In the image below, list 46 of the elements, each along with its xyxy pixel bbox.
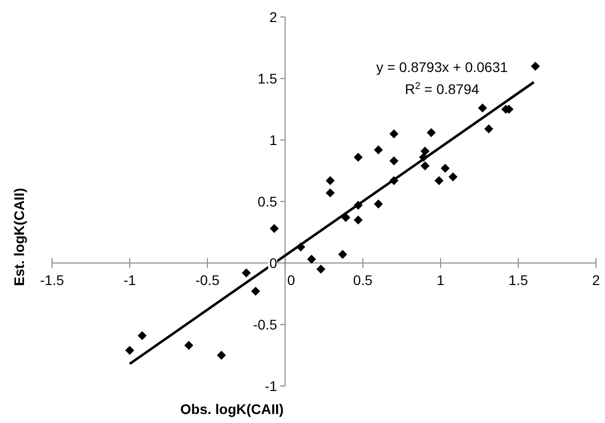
y-axis-title: Est. logK(CAII) <box>11 188 27 286</box>
point <box>434 176 444 186</box>
point <box>420 161 430 170</box>
point <box>426 128 436 138</box>
point <box>316 264 326 274</box>
x-tick-label: -1.5 <box>40 272 64 288</box>
point <box>389 129 398 138</box>
point <box>478 104 488 113</box>
point <box>125 346 134 355</box>
y-tick-label: 0.5 <box>258 194 278 210</box>
x-tick-label: -1 <box>123 272 136 288</box>
point <box>354 215 363 224</box>
point <box>242 268 251 278</box>
point <box>251 286 260 296</box>
x-tick-label: 2 <box>592 272 600 288</box>
point <box>307 254 316 264</box>
y-tick-label: 1 <box>269 132 278 148</box>
point <box>389 156 398 166</box>
y-tick-label: -1 <box>264 378 278 394</box>
point <box>216 350 226 360</box>
point <box>138 331 147 340</box>
point <box>420 146 430 156</box>
y-tick-label: 1.5 <box>258 70 278 86</box>
point <box>484 124 494 134</box>
y-tick-label: 0 <box>269 255 278 271</box>
x-tick-label: 0.5 <box>353 272 373 288</box>
annotation: y = 0.8793x + 0.0631 <box>376 59 508 75</box>
annotation: R$^{2}$ = 0.8794 <box>404 80 480 97</box>
point <box>374 199 383 208</box>
point <box>326 176 335 186</box>
point <box>338 250 348 259</box>
y-tick-label: 2 <box>269 9 278 25</box>
x-tick-label: 1 <box>436 272 445 288</box>
y-tick-label: -0.5 <box>253 316 278 332</box>
x-tick-label: 0 <box>287 272 296 288</box>
point <box>184 340 194 350</box>
x-tick-label: 1.5 <box>508 272 528 288</box>
x-axis-title: Obs. logK(CAII) <box>180 401 284 417</box>
point <box>374 145 383 154</box>
point <box>440 164 450 173</box>
point <box>326 188 335 198</box>
point <box>530 62 540 71</box>
point <box>448 172 458 182</box>
point <box>270 224 279 234</box>
point <box>354 152 363 162</box>
x-tick-label: -0.5 <box>195 272 220 288</box>
